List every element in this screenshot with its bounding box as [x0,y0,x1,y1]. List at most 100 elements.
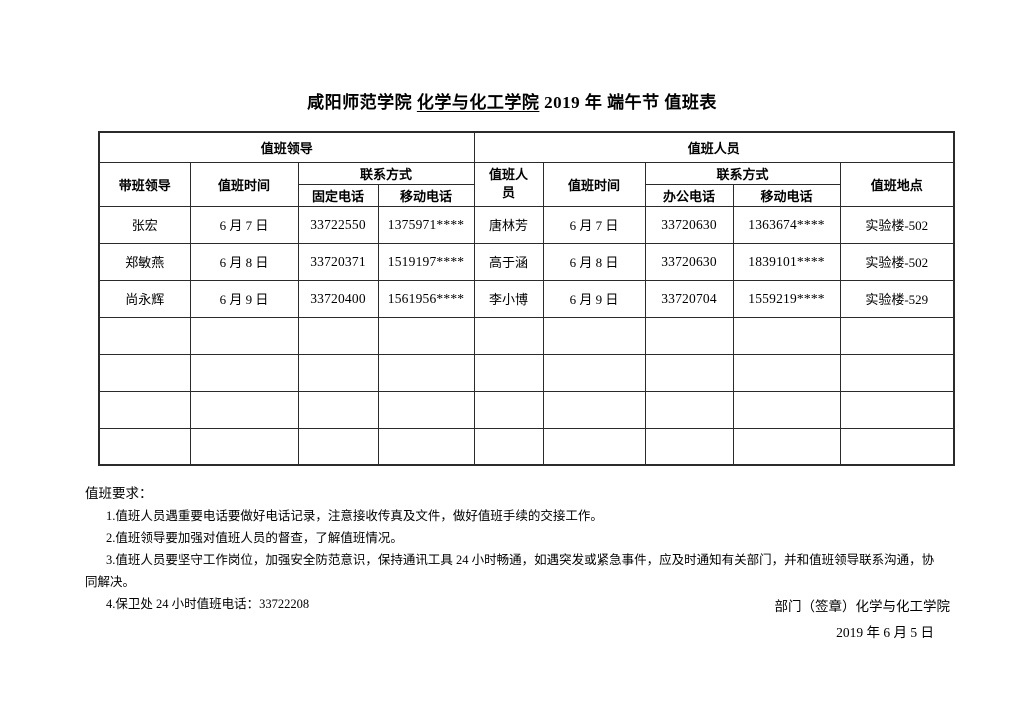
table-header-row: 带班领导 值班时间 联系方式 值班人员 值班时间 联系方式 值班地点 [98,161,955,207]
title-department-underlined: 化学与化工学院 [416,93,540,112]
table-row-empty [98,316,955,355]
cell-location [839,390,955,429]
table-row-empty [98,353,955,392]
cell-staff_date: 6 月 9 日 [542,279,646,318]
cell-fixed: 33720371 [297,242,379,281]
cell-lead: 尚永辉 [98,279,191,318]
col-header-staff-name-label: 值班人员 [489,167,529,200]
cell-staff: 高于涵 [473,242,544,281]
col-header-staff-time: 值班时间 [542,161,646,207]
col-header-fixed-phone: 固定电话 [297,183,379,207]
signature-block: 部门（签章）化学与化工学院 2019 年 6 月 5 日 [775,594,951,646]
table-row-empty [98,427,955,466]
cell-location [839,427,955,466]
cell-staff_mobile [732,316,841,355]
cell-staff_mobile: 1363674**** [732,205,841,244]
cell-lead_mobile: 1519197**** [377,242,475,281]
cell-staff_mobile [732,427,841,466]
cell-staff_date [542,427,646,466]
table-row: 张宏 6 月 7 日 33722550 1375971**** 唐林芳 6 月 7 日 33… [98,205,955,244]
cell-lead_mobile: 1375971**** [377,205,475,244]
cell-staff: 李小博 [473,279,544,318]
duty-requirement-item-2: 2.值班领导要加强对值班人员的督查，了解值班情况。 [106,531,403,545]
cell-lead_mobile [377,427,475,466]
cell-fixed: 33722550 [297,205,379,244]
cell-lead_date: 6 月 9 日 [189,279,299,318]
col-header-location: 值班地点 [839,161,955,207]
cell-fixed [297,427,379,466]
cell-fixed [297,390,379,429]
cell-fixed [297,353,379,392]
signature-date: 2019 年 6 月 5 日 [836,625,934,640]
duty-requirements: 值班要求： 1.值班人员遇重要电话要做好电话记录，注意接收传真及文件，做好值班手… [85,483,943,615]
col-header-contact-right: 联系方式 [644,161,841,185]
table-group-header-row: 值班领导 值班人员 [98,131,955,163]
cell-lead_date: 6 月 7 日 [189,205,299,244]
cell-staff: 唐林芳 [473,205,544,244]
col-header-lead-name: 带班领导 [98,161,191,207]
col-header-staff-mobile: 移动电话 [732,183,841,207]
cell-location [839,316,955,355]
cell-office: 33720704 [644,279,734,318]
cell-location: 实验楼-502 [839,242,955,281]
cell-lead_date [189,390,299,429]
cell-staff_date [542,353,646,392]
cell-office [644,390,734,429]
col-header-lead-mobile: 移动电话 [377,183,475,207]
cell-office [644,427,734,466]
col-header-office-phone: 办公电话 [644,183,734,207]
cell-office: 33720630 [644,242,734,281]
cell-lead_date [189,353,299,392]
cell-staff [473,427,544,466]
cell-staff [473,353,544,392]
cell-staff_date: 6 月 8 日 [542,242,646,281]
cell-lead: 张宏 [98,205,191,244]
cell-fixed [297,316,379,355]
cell-staff_date [542,316,646,355]
col-header-staff-name: 值班人员 [473,161,544,207]
duty-requirement-item-3: 3.值班人员要坚守工作岗位，加强安全防范意识，保持通讯工具 24 小时畅通，如遇… [85,553,935,589]
cell-office [644,353,734,392]
cell-lead [98,427,191,466]
cell-staff_mobile: 1559219**** [732,279,841,318]
page-title: 咸阳师范学院 化学与化工学院 2019 年 端午节 值班表 [0,88,1024,113]
cell-lead_mobile [377,390,475,429]
table-row-empty [98,390,955,429]
col-header-contact-left: 联系方式 [297,161,475,185]
duty-roster-table: 值班领导 值班人员 带班领导 值班时间 联系方式 值班人员 值班时间 联系方式 … [98,131,956,466]
cell-lead_mobile [377,316,475,355]
title-school: 咸阳师范学院 [307,93,413,112]
duty-requirement-item-4: 4.保卫处 24 小时值班电话：33722208 [106,597,310,611]
duty-requirement-item-1: 1.值班人员遇重要电话要做好电话记录，注意接收传真及文件，做好值班手续的交接工作… [106,509,603,523]
cell-office [644,316,734,355]
signature-department: 部门（签章）化学与化工学院 [774,599,951,614]
group-header-staff: 值班人员 [473,131,955,163]
cell-lead_date: 6 月 8 日 [189,242,299,281]
cell-staff_date: 6 月 7 日 [542,205,646,244]
cell-lead [98,316,191,355]
cell-lead_date [189,316,299,355]
cell-staff_mobile [732,353,841,392]
cell-fixed: 33720400 [297,279,379,318]
cell-lead_mobile [377,353,475,392]
duty-requirements-heading: 值班要求： [85,486,153,501]
cell-staff [473,390,544,429]
col-header-lead-time: 值班时间 [189,161,299,207]
cell-staff_date [542,390,646,429]
cell-location: 实验楼-502 [839,205,955,244]
group-header-leaders: 值班领导 [98,131,475,163]
cell-staff_mobile [732,390,841,429]
cell-location: 实验楼-529 [839,279,955,318]
cell-staff [473,316,544,355]
title-suffix: 2019 年 端午节 值班表 [544,93,717,112]
cell-lead [98,390,191,429]
cell-location [839,353,955,392]
cell-staff_mobile: 1839101**** [732,242,841,281]
cell-lead_date [189,427,299,466]
cell-lead: 郑敏燕 [98,242,191,281]
cell-lead_mobile: 1561956**** [377,279,475,318]
cell-lead [98,353,191,392]
